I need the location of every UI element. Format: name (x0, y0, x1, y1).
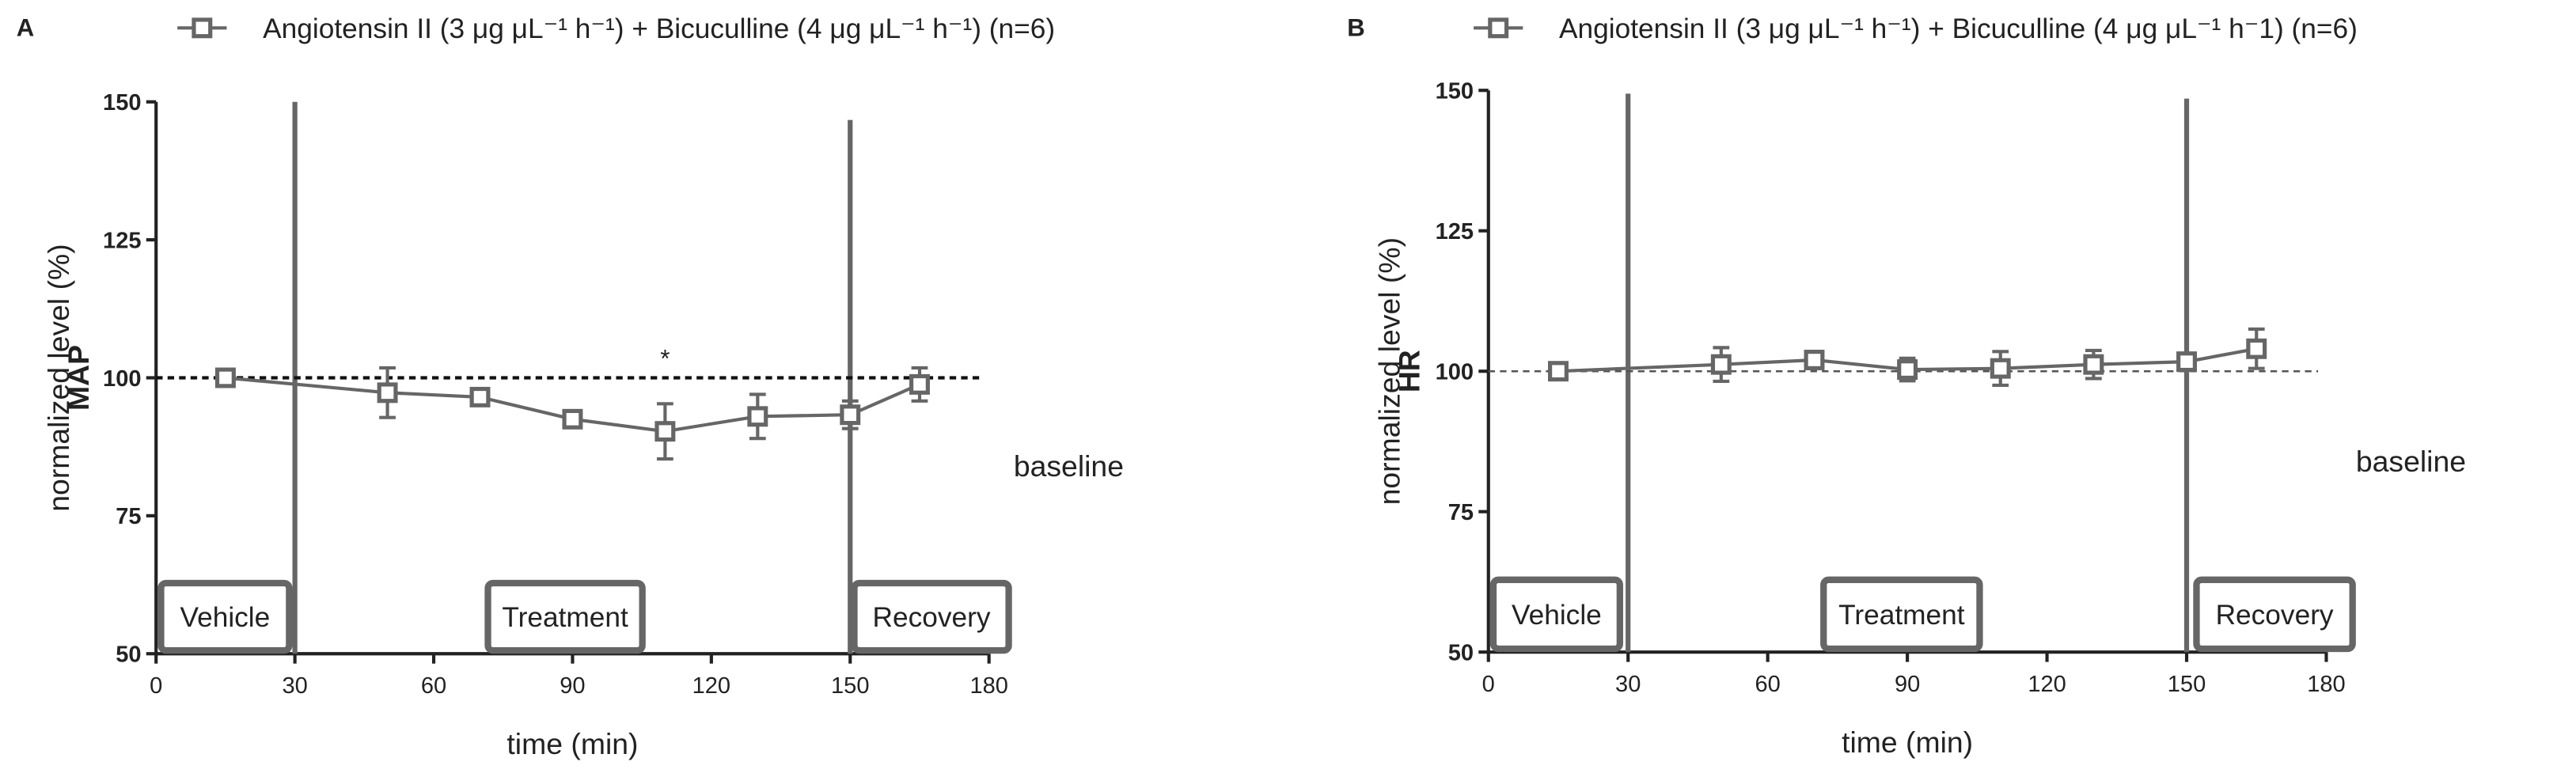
data-point (214, 367, 236, 388)
data-point (1548, 361, 1569, 382)
y-tick-label: 75 (116, 504, 141, 529)
series-line (225, 376, 920, 434)
x-tick-label: 60 (421, 673, 446, 699)
data-point (2246, 338, 2267, 359)
data-point (562, 408, 583, 430)
x-tick-label: 180 (969, 673, 1007, 699)
x-tick-label: 90 (1895, 672, 1920, 697)
x-tick-label: 0 (1482, 672, 1495, 697)
phase-label: Treatment (1838, 600, 1965, 631)
x-tick-label: 150 (831, 673, 869, 699)
data-point (2176, 351, 2197, 373)
x-tick-label: 90 (560, 673, 585, 699)
phase-label: Vehicle (180, 602, 271, 633)
panel-label: B (1347, 14, 1364, 42)
y-tick-label: 150 (103, 90, 141, 116)
data-point (2083, 354, 2104, 375)
y-axis-label: normalized level (%) (42, 244, 75, 511)
data-point (377, 382, 398, 404)
baseline-label: baseline (1014, 449, 1124, 483)
phase-box (2193, 576, 2356, 653)
data-point (1710, 354, 1732, 375)
data-point (909, 373, 930, 395)
data-point (1897, 359, 1918, 381)
phase-box (484, 579, 646, 654)
legend-marker (1488, 17, 1509, 39)
legend-marker (192, 17, 213, 39)
y-tick-label: 125 (1436, 219, 1474, 244)
data-point (1990, 358, 2011, 379)
y-tick-label: 125 (103, 229, 141, 254)
y-tick-label: 150 (1436, 79, 1474, 104)
y-tick-label: 50 (116, 642, 141, 668)
x-axis-label: time (min) (1842, 726, 1973, 759)
y-axis-label-bold: HR (1393, 350, 1426, 392)
y-axis-label-bold: MAP (62, 345, 95, 411)
series-line (1557, 347, 2257, 373)
x-tick-label: 30 (1615, 672, 1641, 697)
x-tick-label: 30 (282, 673, 307, 699)
data-point (840, 404, 861, 426)
phase-label: Vehicle (1512, 600, 1602, 631)
phase-label: Recovery (2216, 600, 2334, 631)
y-axis-label: normalized level (%) (1373, 237, 1406, 505)
annotation: * (660, 344, 670, 372)
y-tick-label: 50 (1448, 641, 1474, 666)
x-axis-label: time (min) (506, 727, 638, 760)
phase-label: Treatment (502, 602, 628, 633)
legend-label: Angiotensin II (3 μg μL⁻¹ h⁻¹) + Bicucul… (1559, 13, 2358, 44)
data-point (654, 421, 676, 442)
x-tick-label: 120 (692, 673, 730, 699)
x-tick-label: 120 (2028, 672, 2066, 697)
phase-box (157, 579, 293, 654)
panel-label: A (17, 14, 34, 42)
data-point (469, 386, 491, 407)
baseline-label: baseline (2356, 445, 2466, 478)
data-point (1804, 350, 1825, 370)
x-tick-label: 60 (1755, 672, 1781, 697)
data-point (747, 406, 768, 427)
phase-box (851, 579, 1012, 654)
legend-label: Angiotensin II (3 μg μL⁻¹ h⁻¹) + Bicucul… (263, 13, 1055, 44)
x-tick-label: 0 (150, 673, 162, 699)
y-tick-label: 100 (103, 366, 141, 392)
y-tick-label: 100 (1436, 360, 1474, 385)
phase-box (1820, 576, 1983, 653)
phase-label: Recovery (873, 602, 991, 633)
x-tick-label: 150 (2168, 672, 2206, 697)
x-tick-label: 180 (2307, 672, 2345, 697)
phase-box (1489, 576, 1623, 653)
y-tick-label: 75 (1448, 500, 1474, 525)
